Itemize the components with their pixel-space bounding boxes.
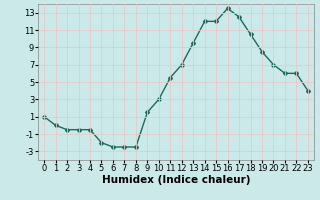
X-axis label: Humidex (Indice chaleur): Humidex (Indice chaleur)	[102, 175, 250, 185]
